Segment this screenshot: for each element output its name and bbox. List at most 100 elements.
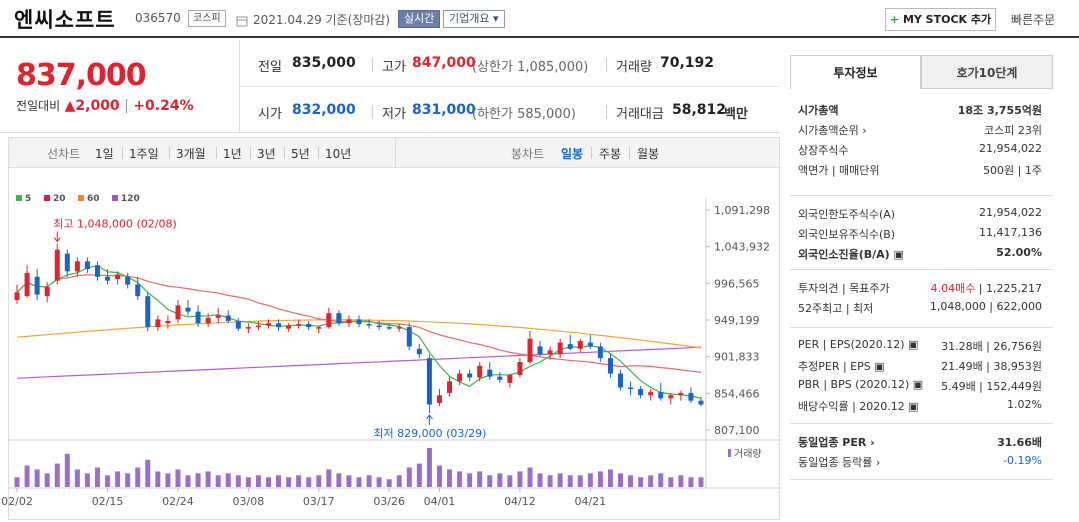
volume-bar bbox=[527, 467, 533, 487]
mystock-label: MY STOCK 추가 bbox=[902, 13, 992, 26]
realtime-button[interactable]: 실시간 bbox=[398, 10, 441, 28]
info-value: 21,954,022 bbox=[979, 206, 1042, 219]
period-1d[interactable]: 1일 bbox=[95, 147, 114, 161]
tab-orderbook-10[interactable]: 호가10단계 bbox=[921, 55, 1053, 89]
volume-bar bbox=[668, 477, 674, 487]
period-1y[interactable]: 1년 bbox=[223, 147, 242, 161]
candle-body bbox=[426, 358, 432, 405]
info-label: 외국인소진율(B/A) ▣ bbox=[798, 248, 904, 261]
legend-swatch-120 bbox=[112, 195, 118, 201]
candle-body bbox=[527, 338, 533, 362]
candle-daily[interactable]: 일봉 bbox=[561, 147, 584, 161]
volume-bar bbox=[135, 467, 141, 487]
candle-body bbox=[276, 323, 282, 328]
info-value: 5.49배 | 152,449원 bbox=[941, 380, 1042, 393]
volume-bar bbox=[125, 473, 131, 487]
legend-label-120: 120 bbox=[121, 194, 140, 204]
volume-bar bbox=[618, 473, 624, 487]
candle-body bbox=[457, 373, 463, 382]
info-value: 31.66배 bbox=[997, 436, 1042, 449]
volume-bar bbox=[205, 471, 211, 487]
candle-body bbox=[597, 346, 603, 359]
volume-bar bbox=[306, 477, 312, 487]
x-tick-label: 04/21 bbox=[574, 495, 606, 508]
candle-body bbox=[105, 276, 111, 281]
line-chart-label: 선차트 bbox=[47, 147, 81, 161]
info-label: 외국인보유주식수(B) bbox=[798, 228, 896, 241]
market-badge: 코스피 bbox=[188, 10, 226, 27]
change-label: 전일대비 bbox=[16, 99, 61, 113]
info-label: 배당수익률 | 2020.12 ▣ bbox=[798, 400, 919, 413]
candle-body bbox=[507, 375, 513, 383]
low-label: 저가 bbox=[382, 107, 406, 122]
tab-investment-info[interactable]: 투자정보 bbox=[790, 55, 921, 89]
x-tick-label: 03/17 bbox=[303, 495, 335, 508]
y-tick-label: 996,565 bbox=[714, 277, 760, 290]
mystock-add-button[interactable]: + MY STOCK 추가 bbox=[885, 8, 996, 31]
candle-body bbox=[14, 292, 20, 301]
info-row-6: 외국인소진율(B/A) ▣ 52.00% bbox=[798, 243, 1048, 263]
volume-bar bbox=[94, 467, 100, 487]
open-value: 832,000 bbox=[292, 102, 356, 118]
volume-bar bbox=[225, 473, 231, 487]
volume-bar bbox=[105, 475, 111, 487]
price-chart[interactable]: 1,091,298 1,043,932 996,565 949,199 901,833 8… bbox=[0, 168, 780, 522]
info-value: 코스피 23위 bbox=[984, 124, 1042, 137]
candle-body bbox=[587, 342, 593, 347]
period-3y[interactable]: 3년 bbox=[257, 147, 276, 161]
volume-legend-swatch bbox=[728, 449, 731, 457]
candle-body bbox=[235, 320, 241, 329]
info-value: 11,417,136 bbox=[979, 226, 1042, 239]
candle-body bbox=[618, 373, 624, 388]
chart-period-bar: 선차트 1일 1주일 3개월 1년 3년 5년 10년 봉차트 일봉 주봉 월봉 bbox=[8, 137, 780, 168]
price-chart-frame bbox=[8, 168, 780, 520]
volume-label: 거래량 bbox=[616, 60, 652, 75]
candle-body bbox=[84, 261, 90, 270]
candle-body bbox=[225, 315, 231, 321]
legend-swatch-60 bbox=[78, 195, 84, 201]
price-change: 전일대비 ▲2,000 | +0.24% bbox=[16, 98, 194, 114]
info-row-7: 투자의견 | 목표주가 4.04매수 | 1,225,217 bbox=[798, 277, 1048, 297]
company-info-button[interactable]: 기업개요 ▾ bbox=[443, 10, 505, 28]
volume-bar bbox=[296, 475, 302, 487]
candle-body bbox=[487, 369, 493, 377]
candle-body bbox=[296, 324, 302, 326]
candle-body bbox=[326, 313, 332, 328]
candle-body bbox=[638, 389, 644, 396]
y-tick-label: 1,043,932 bbox=[714, 241, 770, 254]
volume-bar bbox=[426, 448, 432, 487]
period-3m[interactable]: 3개월 bbox=[176, 147, 206, 161]
quick-order-link[interactable]: 빠른주문 bbox=[1011, 13, 1056, 27]
candle-body bbox=[396, 327, 402, 329]
volume-bar bbox=[215, 475, 221, 487]
calendar-icon bbox=[236, 12, 248, 27]
volume-bar bbox=[185, 475, 191, 487]
candle-body bbox=[265, 323, 271, 326]
candle-weekly[interactable]: 주봉 bbox=[599, 147, 622, 161]
max-arrow-head bbox=[53, 237, 61, 243]
period-10y[interactable]: 10년 bbox=[325, 147, 352, 161]
info-label: 투자의견 | 목표주가 bbox=[798, 282, 890, 295]
candle-body bbox=[356, 319, 362, 325]
candle-body bbox=[255, 325, 261, 328]
volume-bar bbox=[34, 469, 40, 487]
volume-bar bbox=[487, 475, 493, 487]
candle-body bbox=[54, 249, 60, 281]
candle-body bbox=[195, 311, 201, 324]
company-name[interactable]: 엔씨소프트 bbox=[14, 8, 116, 32]
change-amount: ▲2,000 bbox=[64, 98, 120, 114]
low-value: 831,000 bbox=[412, 102, 476, 118]
volume-bar bbox=[507, 475, 513, 487]
period-5y[interactable]: 5년 bbox=[291, 147, 310, 161]
volume-bar bbox=[326, 469, 332, 487]
candle-body bbox=[336, 313, 342, 324]
candle-monthly[interactable]: 월봉 bbox=[637, 147, 660, 161]
info-row-10: 추정PER | EPS ▣ 21.49배 | 38,953원 bbox=[798, 355, 1048, 375]
volume-bar bbox=[577, 475, 583, 487]
period-1w[interactable]: 1주일 bbox=[129, 147, 159, 161]
volume-bar bbox=[316, 475, 322, 487]
y-tick-label: 949,199 bbox=[714, 314, 760, 327]
candle-body bbox=[467, 373, 473, 378]
candle-body bbox=[628, 387, 634, 390]
volume-value: 70,192 bbox=[660, 55, 715, 71]
